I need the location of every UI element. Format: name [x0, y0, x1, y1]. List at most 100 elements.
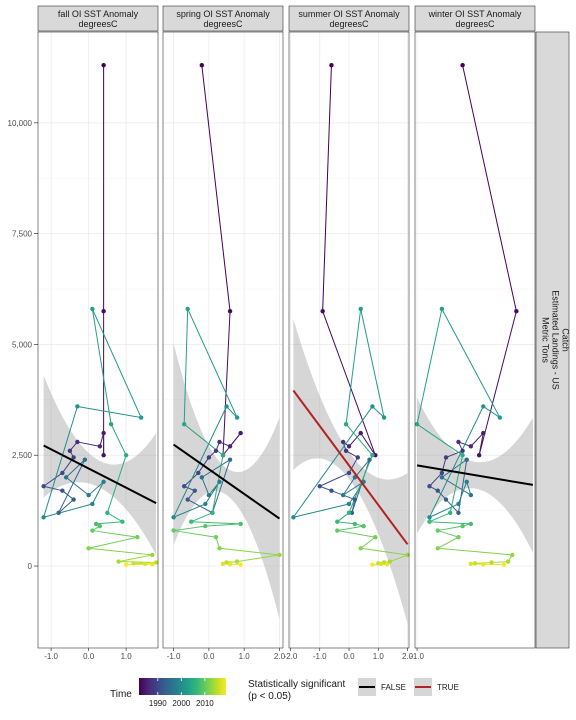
data-point [101, 308, 106, 314]
data-point [367, 457, 372, 462]
y-tick-label: 5,000 [12, 340, 33, 349]
time-path-segment [348, 457, 359, 474]
legend-label-false: FALSE [381, 683, 406, 692]
data-point [217, 479, 222, 485]
data-point [71, 455, 76, 460]
data-point [116, 559, 121, 564]
data-point [468, 561, 474, 566]
time-path-segment [445, 450, 463, 458]
data-point [427, 519, 432, 524]
time-path-segment [478, 311, 517, 456]
data-point [464, 479, 469, 485]
data-point [435, 528, 440, 533]
data-point [210, 510, 215, 516]
data-point [90, 501, 95, 507]
data-point [340, 492, 346, 498]
facet-strip [37, 5, 159, 32]
data-point [443, 497, 449, 502]
time-path-segment [77, 441, 100, 447]
panel-border [162, 31, 284, 649]
data-point [505, 559, 511, 564]
time-path-segment [187, 308, 238, 418]
time-path-segment [345, 450, 359, 458]
time-legend-label: 1990 [149, 699, 167, 708]
data-point [227, 457, 233, 462]
data-point [150, 562, 155, 567]
facet-strip [414, 5, 536, 32]
data-point [329, 63, 334, 68]
time-path-segment [360, 432, 376, 456]
facet-strip-unit: degreesC [203, 19, 243, 29]
data-point [456, 535, 461, 540]
data-point [317, 484, 322, 489]
data-point [135, 535, 140, 540]
time-path-segment [222, 311, 231, 456]
time-path-segment [337, 530, 376, 538]
time-path-segment [360, 536, 376, 549]
data-point [171, 515, 176, 520]
time-path-segment [293, 503, 350, 518]
time-path-segment [437, 536, 459, 549]
data-point [387, 559, 393, 564]
time-path-segment [441, 459, 468, 478]
data-point [370, 404, 375, 409]
data-point [203, 501, 208, 507]
time-path-segment [348, 481, 365, 505]
data-point [189, 519, 194, 524]
facet-strip [288, 5, 410, 32]
data-point [227, 444, 233, 449]
data-point [291, 515, 296, 520]
data-point [224, 560, 229, 565]
time-path-segment [173, 530, 217, 538]
data-point [75, 439, 80, 445]
time-path-segment [416, 423, 463, 456]
data-point [373, 535, 378, 540]
facet-strip-title: summer OI SST Anomaly [298, 9, 400, 19]
time-path-segment [65, 459, 86, 478]
time-legend-title: Time [110, 689, 132, 700]
x-tick-label: 1.0 [121, 652, 133, 661]
data-point [460, 448, 465, 453]
data-point [234, 559, 240, 564]
time-path-segment [43, 503, 93, 518]
time-path-segment [322, 65, 332, 312]
x-tick-label: 2.0 [402, 652, 414, 661]
time-path-segment [183, 308, 189, 425]
time-path-segment [437, 525, 463, 532]
x-tick-label: -2.0 [284, 652, 298, 661]
data-point [227, 562, 233, 567]
data-point [414, 422, 420, 427]
time-path-segment [43, 472, 63, 487]
x-tick-label: 0.0 [203, 652, 215, 661]
data-point [220, 561, 226, 566]
time-path-segment [205, 523, 241, 527]
data-point [150, 552, 155, 558]
time-path-segment [478, 432, 484, 456]
data-point [181, 484, 187, 489]
time-path-segment [470, 432, 484, 447]
time-path-segment [191, 521, 241, 525]
data-point [352, 497, 358, 502]
time-path-segment [462, 65, 517, 312]
data-point [456, 501, 461, 507]
time-path-segment [491, 561, 509, 563]
data-point [464, 457, 469, 462]
data-point [443, 455, 449, 460]
significance-legend-subtitle: (p < 0.05) [248, 691, 291, 702]
panel-background [163, 32, 283, 648]
time-path-segment [96, 521, 123, 525]
data-point [346, 501, 352, 507]
time-legend-label: 2000 [172, 699, 190, 708]
data-point [206, 455, 212, 460]
data-point [75, 404, 80, 409]
data-point [370, 562, 375, 567]
x-tick-label: -1.0 [410, 652, 424, 661]
time-path-segment [201, 65, 231, 312]
time-path-segment [43, 406, 78, 518]
x-tick-label: 2.0 [274, 652, 286, 661]
time-path-segment [354, 459, 370, 478]
time-path-segment [173, 525, 206, 532]
time-path-segment [226, 406, 238, 418]
